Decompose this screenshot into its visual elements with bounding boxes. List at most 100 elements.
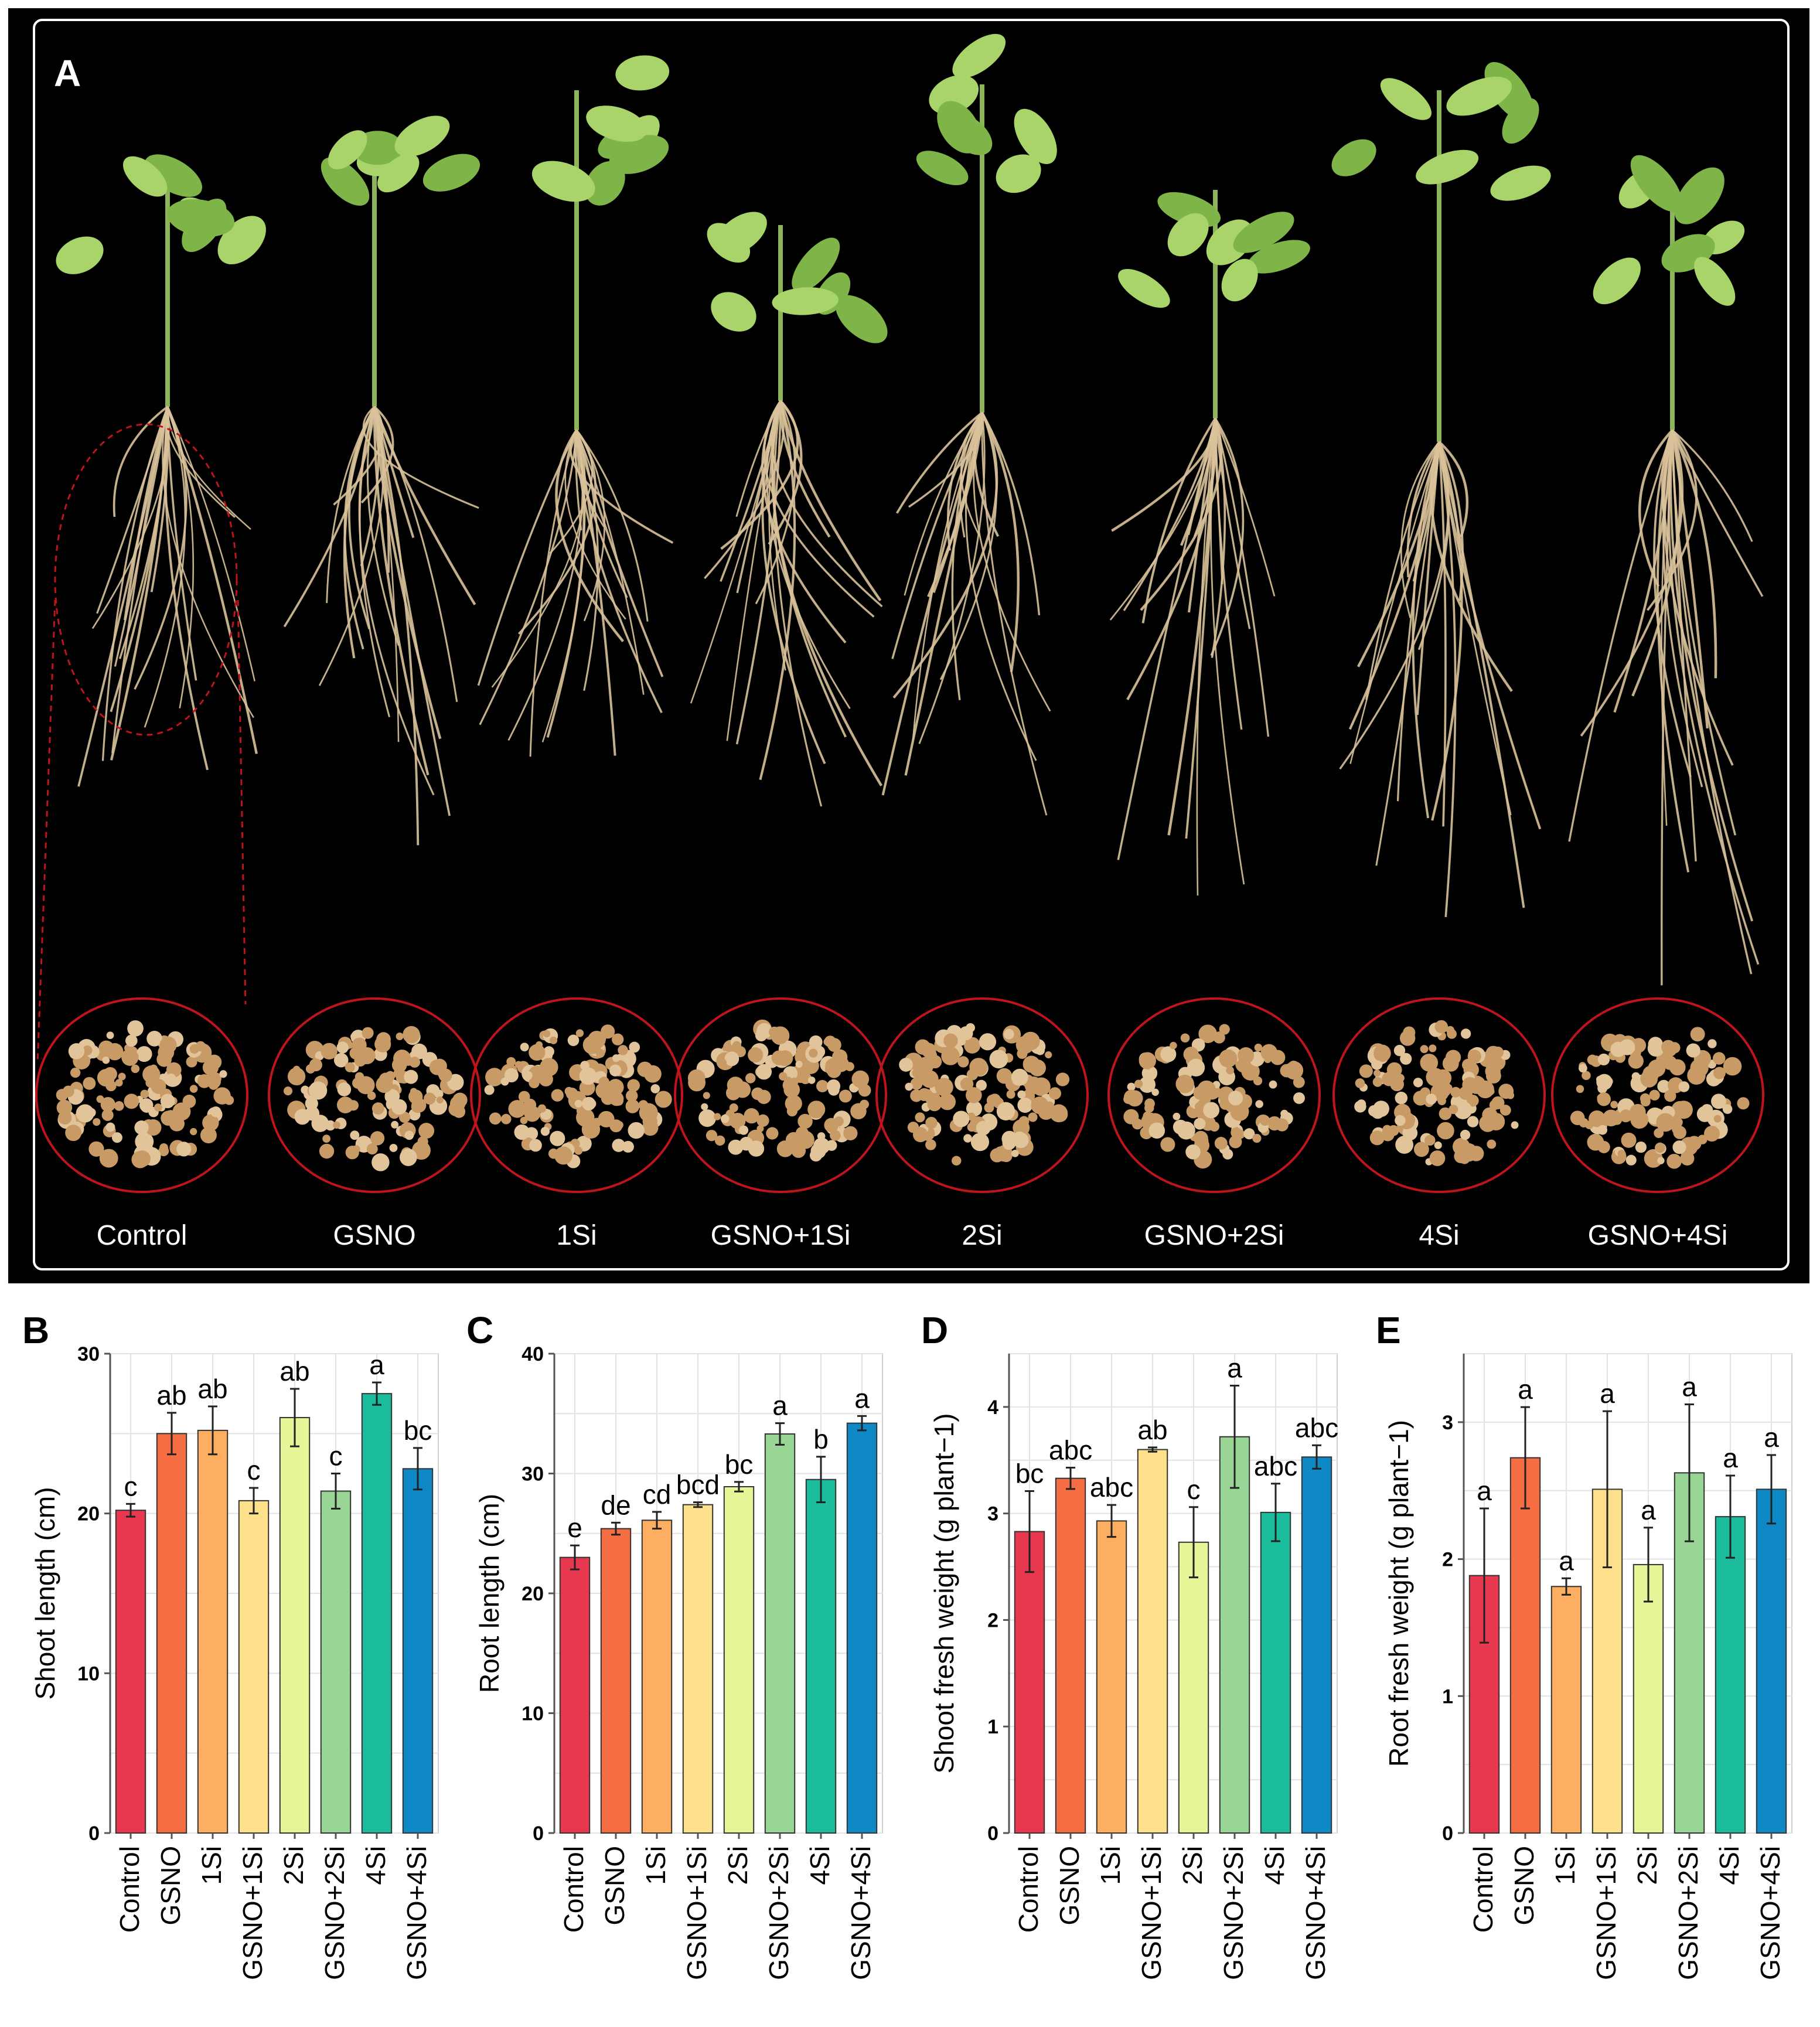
nodule-cluster-8 xyxy=(1570,1027,1750,1169)
photo-frame xyxy=(33,19,1790,1270)
nodule-circle xyxy=(1551,997,1764,1193)
bar-gsno-4si xyxy=(1756,1488,1787,1834)
y-tick-label: 20 xyxy=(522,1583,544,1605)
bar-gsno xyxy=(600,1528,632,1834)
x-category-label: GSNO+1Si xyxy=(1136,1846,1167,1980)
significance-letter: a xyxy=(1227,1353,1242,1384)
bar-control xyxy=(1014,1531,1045,1834)
nodule-circle xyxy=(1107,997,1321,1193)
significance-letter: ab xyxy=(1137,1415,1167,1445)
chart-shoot-length: B 0 10 20 30 Shoot length (cm) c Control ab GSNO a… xyxy=(0,1289,455,2027)
significance-letter: b xyxy=(813,1424,829,1454)
treatment-label: 4Si xyxy=(1419,1220,1459,1251)
nodule-circle xyxy=(35,997,248,1193)
significance-letter: a xyxy=(1477,1476,1492,1506)
significance-letter: ab xyxy=(280,1356,309,1386)
nodule-circle xyxy=(470,997,683,1193)
y-tick-label: 2 xyxy=(1442,1549,1453,1571)
significance-letter: a xyxy=(1723,1443,1738,1473)
bar-gsno xyxy=(1509,1457,1541,1834)
nodule-circle xyxy=(875,997,1089,1193)
treatment-label: GSNO xyxy=(333,1220,415,1251)
y-tick-label: 30 xyxy=(77,1343,100,1365)
bar-gsno-2si xyxy=(320,1490,352,1834)
x-category-label: GSNO+4Si xyxy=(846,1846,876,1980)
significance-letter: bcd xyxy=(676,1470,720,1500)
x-category-label: GSNO+2Si xyxy=(1218,1846,1249,1980)
chart-b-svg: B 0 10 20 30 Shoot length (cm) c Control ab GSNO a… xyxy=(22,1309,439,1980)
x-category-label: GSNO+4Si xyxy=(1755,1846,1785,1980)
x-category-label: Control xyxy=(558,1846,589,1933)
x-category-label: 4Si xyxy=(360,1846,391,1885)
y-tick-label: 10 xyxy=(77,1663,100,1685)
x-category-label: 4Si xyxy=(1259,1846,1290,1885)
significance-letter: bc xyxy=(725,1449,754,1480)
x-category-label: GSNO+2Si xyxy=(764,1846,794,1980)
plant-2: GSNO xyxy=(268,115,481,1251)
y-tick-label: 2 xyxy=(987,1609,998,1631)
y-tick-label: 0 xyxy=(88,1822,100,1845)
bar-1si xyxy=(641,1520,673,1834)
x-category-label: 1Si xyxy=(1095,1846,1126,1885)
significance-letter: bc xyxy=(1015,1458,1044,1488)
panel-letter-d: D xyxy=(921,1309,948,1351)
y-tick-label: 4 xyxy=(987,1396,998,1419)
significance-letter: a xyxy=(1559,1545,1574,1576)
chart-e-svg: E 0 1 2 3 Root fresh weight (g plant−1) a Contr… xyxy=(1376,1309,1792,1980)
treatment-label: GSNO+4Si xyxy=(1588,1220,1728,1251)
significance-letter: a xyxy=(772,1391,788,1421)
x-category-label: GSNO+1Si xyxy=(237,1846,268,1980)
significance-letter: abc xyxy=(1049,1435,1092,1466)
treatment-label: GSNO+1Si xyxy=(711,1220,851,1251)
significance-letter: c xyxy=(329,1441,343,1471)
bar-2si xyxy=(1632,1563,1664,1834)
x-category-label: GSNO+1Si xyxy=(681,1846,712,1980)
significance-letter: abc xyxy=(1090,1472,1133,1503)
y-tick-label: 0 xyxy=(533,1822,544,1845)
bar-gsno-1si xyxy=(682,1504,714,1834)
significance-letter: abc xyxy=(1295,1412,1338,1443)
nodule-cluster-1 xyxy=(56,1020,234,1168)
plant-1: Control xyxy=(35,154,266,1251)
x-category-label: 2Si xyxy=(278,1846,309,1885)
bar-gsno xyxy=(1055,1477,1086,1834)
y-axis-label: Root fresh weight (g plant−1) xyxy=(1383,1420,1414,1767)
nodule-cluster-3 xyxy=(484,1024,672,1168)
chart-d-svg: D 0 1 2 3 4 Shoot fresh weight (g plant−1) bc Co… xyxy=(921,1309,1338,1980)
bar-gsno-4si xyxy=(1301,1456,1332,1834)
bar-gsno-4si xyxy=(846,1422,878,1834)
bar-2si xyxy=(279,1417,311,1834)
plant-5: 2Si xyxy=(875,33,1089,1251)
panel-letter-a: A xyxy=(54,52,81,94)
x-category-label: GSNO xyxy=(599,1846,630,1925)
y-tick-label: 1 xyxy=(987,1716,998,1738)
x-category-label: Control xyxy=(114,1846,145,1933)
chart-c-svg: C 0 10 20 30 40 Root length (cm) e Control de GSNO… xyxy=(466,1309,883,1980)
y-tick-label: 40 xyxy=(522,1343,544,1365)
nodule-circle xyxy=(674,997,887,1193)
significance-letter: a xyxy=(1682,1371,1697,1402)
x-category-label: GSNO+1Si xyxy=(1591,1846,1621,1980)
plant-6: GSNO+2Si xyxy=(1107,190,1321,1251)
chart-shoot-fresh-weight: D 0 1 2 3 4 Shoot fresh weight (g plant−1) bc Co… xyxy=(909,1289,1364,2027)
treatment-label: 1Si xyxy=(556,1220,597,1251)
nodule-cluster-4 xyxy=(687,1019,871,1162)
bar-4si xyxy=(805,1478,837,1834)
bar-gsno-4si xyxy=(402,1468,434,1834)
treatment-label: GSNO+2Si xyxy=(1144,1220,1284,1251)
bar-4si xyxy=(361,1393,393,1834)
x-category-label: 2Si xyxy=(1632,1846,1662,1885)
plant-photo: Control GSNO 1Si GSNO+1Si 2Si GSNO+2Si 4Si GSNO… xyxy=(35,33,1764,1251)
panel-letter-b: B xyxy=(22,1309,49,1351)
x-category-label: Control xyxy=(1468,1846,1498,1933)
bar-2si xyxy=(1178,1541,1209,1834)
x-category-label: 4Si xyxy=(805,1846,835,1885)
y-axis-label: Root length (cm) xyxy=(474,1494,505,1693)
y-axis-label: Shoot fresh weight (g plant−1) xyxy=(929,1413,959,1774)
zoom-line-right xyxy=(237,599,247,1005)
significance-letter: c xyxy=(124,1471,138,1501)
plant-4: GSNO+1Si xyxy=(674,212,888,1251)
significance-letter: cd xyxy=(643,1479,672,1510)
treatment-label: Control xyxy=(97,1220,188,1251)
y-tick-label: 0 xyxy=(1442,1822,1453,1845)
